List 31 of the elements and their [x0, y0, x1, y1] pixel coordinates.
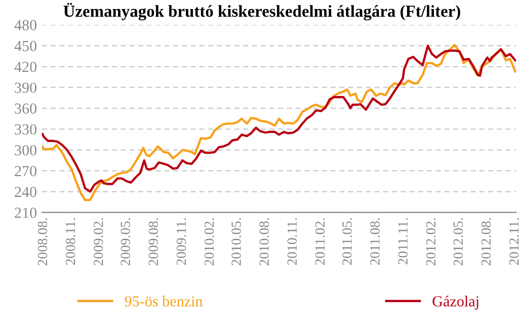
- x-tick-label: 2010.11.: [287, 218, 297, 265]
- x-tick-label: 2011.02.: [315, 218, 325, 265]
- x-tick-label: 2011.11.: [398, 218, 408, 264]
- x-tick-label: 2008.08.: [38, 218, 48, 266]
- x-tick-label: 2011.05.: [342, 218, 352, 265]
- x-tick-label: 2009.08.: [148, 218, 158, 266]
- x-tick-label: 2011.08.: [370, 218, 380, 265]
- y-tick-label: 390: [14, 82, 36, 93]
- x-tick-label: 2009.05.: [120, 218, 130, 266]
- x-tick-label: 2009.02.: [94, 218, 104, 266]
- x-tick-label: 2008.11.: [66, 218, 76, 265]
- y-tick-label: 450: [14, 40, 36, 52]
- x-tick-label: 2012.11.: [509, 218, 519, 265]
- y-tick-label: 480: [14, 20, 36, 30]
- x-tick-label: 2010.02.: [204, 218, 214, 266]
- y-tick-label: 330: [14, 124, 36, 135]
- x-tick-label: 2012.08.: [481, 218, 491, 266]
- legend-label: Gázolaj: [432, 296, 478, 310]
- x-tick-label: 2012.05.: [453, 218, 463, 266]
- y-tick-label: 240: [14, 186, 36, 198]
- y-tick-label: 300: [14, 145, 36, 156]
- y-tick-label: 420: [14, 62, 36, 72]
- y-tick-label: 360: [14, 103, 36, 114]
- y-tick-label: 210: [14, 208, 36, 218]
- x-tick-label: 2009.11.: [176, 218, 186, 265]
- x-tick-label: 2012.02.: [426, 218, 436, 266]
- legend-label: 95-ös benzin: [124, 296, 203, 306]
- x-tick-label: 2010.05.: [232, 218, 241, 266]
- x-tick-label: 2010.08.: [259, 218, 269, 266]
- chart-title: Üzemanyagok bruttó kiskereskedelmi átlagára (Ft/liter): [64, 2, 460, 20]
- y-tick-label: 270: [14, 166, 36, 176]
